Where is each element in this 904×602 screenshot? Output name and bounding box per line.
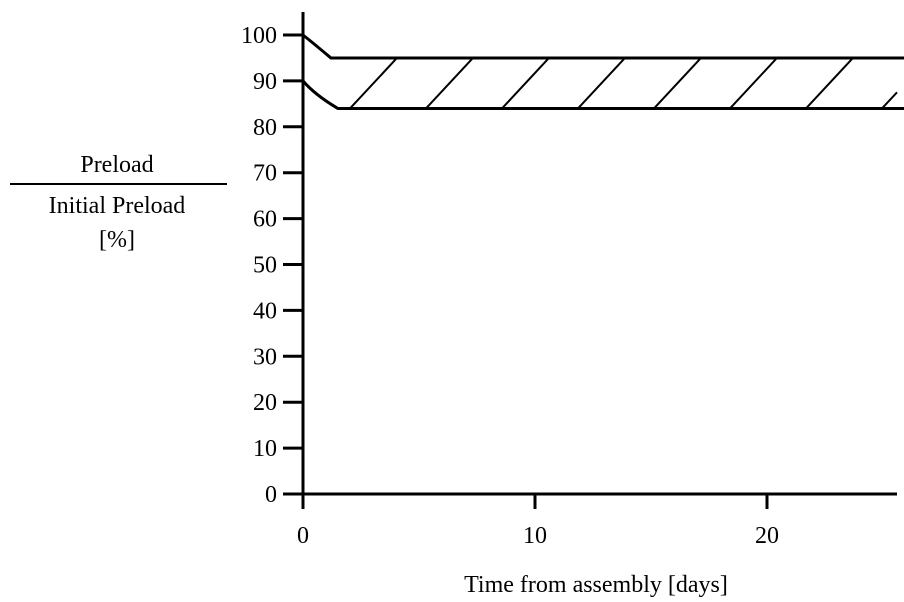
y-tick-label: 50 — [253, 253, 277, 279]
y-tick-label: 0 — [265, 482, 277, 508]
y-tick-label: 10 — [253, 436, 277, 462]
hatch-line — [425, 57, 474, 110]
y-axis-label-denominator: Initial Preload — [49, 193, 186, 219]
hatch-line — [501, 57, 550, 110]
y-tick-label: 80 — [253, 115, 277, 141]
y-tick-label: 90 — [253, 69, 277, 95]
y-ticks: 0 10 20 30 40 50 60 70 80 90 100 — [241, 23, 303, 508]
hatch-line — [805, 57, 854, 110]
hatch-line — [653, 57, 702, 110]
y-tick-label: 40 — [253, 298, 277, 324]
hatch-line — [881, 91, 898, 110]
y-tick-label: 30 — [253, 344, 277, 370]
y-tick-label: 70 — [253, 161, 277, 187]
y-tick-label: 20 — [253, 390, 277, 416]
x-tick-label: 0 — [297, 523, 309, 549]
y-axis-label-unit: [%] — [99, 227, 135, 253]
y-tick-label: 60 — [253, 207, 277, 233]
upper-bound-curve — [302, 33, 904, 60]
lower-bound-curve — [301, 79, 904, 110]
x-axis-label: Time from assembly [days] — [464, 572, 728, 598]
hatch-band — [349, 57, 898, 110]
x-tick-label: 20 — [755, 523, 779, 549]
hatch-line — [729, 57, 778, 110]
hatch-line — [349, 57, 398, 110]
x-tick-label: 10 — [523, 523, 547, 549]
y-axis-label-numerator: Preload — [80, 152, 153, 178]
hatch-line — [577, 57, 626, 110]
y-tick-label: 100 — [241, 23, 277, 49]
x-ticks: 0 10 20 — [297, 494, 779, 549]
